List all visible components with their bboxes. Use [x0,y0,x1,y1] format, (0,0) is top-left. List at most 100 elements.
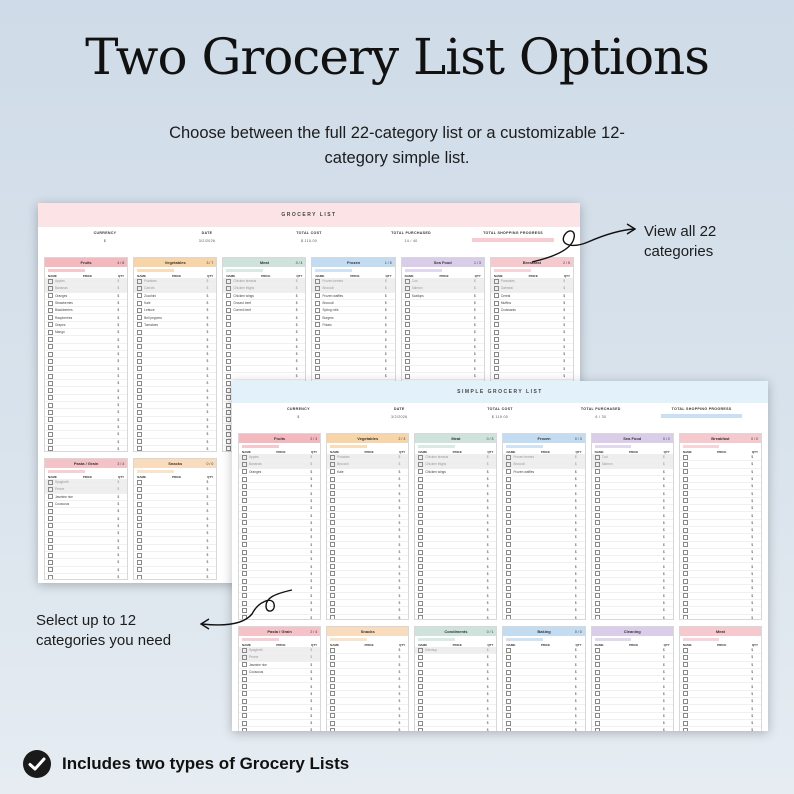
item-checkbox[interactable] [48,366,53,372]
item-price[interactable]: $ [751,520,753,525]
item-price[interactable]: $ [486,484,489,489]
item-checkbox[interactable] [330,564,336,570]
item-price[interactable]: $ [206,487,209,492]
item-price[interactable]: $ [474,374,476,378]
item-checkbox[interactable] [242,727,247,731]
item-checkbox[interactable] [594,720,600,726]
item-checkbox[interactable] [226,431,232,437]
item-checkbox[interactable] [226,439,232,445]
item-checkbox[interactable] [242,585,247,591]
item-price[interactable]: $ [310,571,313,576]
item-price[interactable]: $ [663,462,665,467]
item-name[interactable]: Lettuce [144,308,155,313]
item-price[interactable]: $ [663,571,665,576]
item-price[interactable]: $ [474,286,476,291]
item-checkbox[interactable] [330,691,336,697]
item-price[interactable]: $ [117,553,120,558]
item-checkbox[interactable] [418,556,424,562]
item-checkbox[interactable] [506,684,512,690]
item-checkbox[interactable] [594,491,600,497]
item-name[interactable]: Jasmine rice [55,494,73,499]
item-price[interactable]: $ [384,322,387,327]
item-price[interactable]: $ [117,315,120,320]
item-price[interactable]: $ [295,293,298,298]
item-checkbox[interactable] [137,530,143,536]
item-name[interactable]: Broccoli [322,286,334,291]
item-checkbox[interactable] [242,534,247,540]
item-checkbox[interactable] [594,706,600,712]
item-checkbox[interactable] [315,293,321,299]
item-price[interactable]: $ [663,542,665,547]
item-checkbox[interactable] [506,727,512,731]
item-name[interactable]: Broccoli [322,301,334,306]
item-checkbox[interactable] [226,446,232,451]
item-price[interactable]: $ [574,469,577,474]
item-checkbox[interactable] [506,469,512,475]
item-price[interactable]: $ [206,359,209,364]
item-price[interactable]: $ [117,545,120,550]
item-checkbox[interactable] [682,469,688,475]
item-checkbox[interactable] [48,446,53,451]
item-price[interactable]: $ [486,506,489,511]
item-price[interactable]: $ [384,315,387,320]
item-checkbox[interactable] [418,513,424,519]
item-checkbox[interactable] [594,647,600,653]
item-checkbox[interactable] [418,520,424,526]
item-checkbox[interactable] [242,505,247,511]
item-name[interactable]: Spring rolls [322,308,339,313]
item-price[interactable]: $ [574,662,577,667]
item-price[interactable]: $ [751,706,753,711]
item-price[interactable]: $ [117,538,120,543]
item-price[interactable]: $ [206,494,209,499]
item-checkbox[interactable] [242,564,247,570]
item-checkbox[interactable] [493,373,499,379]
item-name[interactable]: Spaghetti [249,648,263,653]
item-checkbox[interactable] [242,527,247,533]
item-price[interactable]: $ [751,608,753,613]
item-price[interactable]: $ [474,322,476,327]
item-price[interactable]: $ [663,477,665,482]
item-checkbox[interactable] [418,691,424,697]
item-checkbox[interactable] [226,380,232,386]
item-price[interactable]: $ [563,359,565,364]
item-name[interactable]: Bell peppers [144,315,162,320]
item-checkbox[interactable] [418,713,424,719]
item-price[interactable]: $ [117,531,120,536]
item-price[interactable]: $ [486,542,489,547]
item-price[interactable]: $ [117,366,120,371]
item-price[interactable]: $ [563,344,565,349]
item-checkbox[interactable] [594,662,600,668]
item-price[interactable]: $ [663,706,665,711]
item-checkbox[interactable] [682,549,688,555]
item-checkbox[interactable] [418,505,424,511]
item-checkbox[interactable] [594,527,600,533]
item-checkbox[interactable] [48,300,53,306]
item-checkbox[interactable] [137,516,143,522]
item-name[interactable]: Penne [249,655,259,660]
item-checkbox[interactable] [330,483,336,489]
item-checkbox[interactable] [506,593,512,599]
item-price[interactable]: $ [574,593,577,598]
item-price[interactable]: $ [206,344,209,349]
item-checkbox[interactable] [226,300,232,306]
item-price[interactable]: $ [310,670,313,675]
item-checkbox[interactable] [418,534,424,540]
item-price[interactable]: $ [398,699,401,704]
item-checkbox[interactable] [493,366,499,372]
item-price[interactable]: $ [486,528,489,533]
item-price[interactable]: $ [751,601,753,606]
item-checkbox[interactable] [137,446,143,451]
item-name[interactable]: Kale [144,301,151,306]
item-price[interactable]: $ [310,655,313,660]
item-price[interactable]: $ [574,706,577,711]
item-checkbox[interactable] [594,691,600,697]
item-checkbox[interactable] [48,417,53,423]
item-checkbox[interactable] [48,388,53,394]
item-checkbox[interactable] [330,654,336,660]
item-name[interactable]: Grapes [55,322,66,327]
item-price[interactable]: $ [310,506,313,511]
item-checkbox[interactable] [48,545,53,551]
item-price[interactable]: $ [574,462,577,467]
item-checkbox[interactable] [137,402,143,408]
item-price[interactable]: $ [117,425,120,430]
